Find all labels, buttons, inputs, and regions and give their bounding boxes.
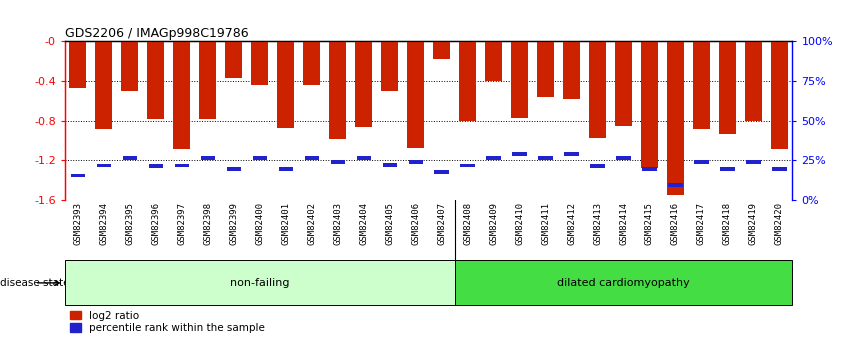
Text: GSM82401: GSM82401 bbox=[281, 202, 290, 245]
Text: GSM82410: GSM82410 bbox=[515, 202, 524, 245]
Bar bbox=[589, 41, 606, 138]
Bar bbox=[591, 164, 604, 168]
Bar bbox=[407, 41, 424, 148]
Bar bbox=[641, 41, 658, 168]
FancyBboxPatch shape bbox=[65, 260, 455, 305]
Bar bbox=[355, 41, 372, 127]
Bar bbox=[199, 41, 216, 119]
Text: non-failing: non-failing bbox=[230, 278, 289, 288]
Text: GSM82398: GSM82398 bbox=[204, 202, 212, 245]
Bar bbox=[97, 164, 111, 167]
Text: GSM82395: GSM82395 bbox=[126, 202, 134, 245]
Text: GSM82416: GSM82416 bbox=[671, 202, 680, 245]
Bar bbox=[487, 156, 501, 159]
Bar bbox=[147, 41, 165, 119]
Text: GSM82404: GSM82404 bbox=[359, 202, 368, 245]
Bar bbox=[669, 183, 682, 187]
Bar bbox=[721, 167, 734, 171]
Text: GSM82417: GSM82417 bbox=[697, 202, 706, 245]
Text: GSM82403: GSM82403 bbox=[333, 202, 342, 245]
Bar bbox=[279, 167, 293, 171]
Text: GSM82418: GSM82418 bbox=[723, 202, 732, 245]
Bar bbox=[539, 156, 553, 159]
Bar bbox=[615, 41, 632, 126]
Bar bbox=[277, 41, 294, 128]
Text: GSM82412: GSM82412 bbox=[567, 202, 576, 245]
Bar bbox=[433, 41, 450, 59]
Text: GSM82413: GSM82413 bbox=[593, 202, 602, 245]
Bar bbox=[69, 41, 87, 88]
Bar bbox=[511, 41, 528, 118]
Text: GDS2206 / IMAGp998C19786: GDS2206 / IMAGp998C19786 bbox=[65, 27, 249, 40]
Text: GSM82407: GSM82407 bbox=[437, 202, 446, 245]
Text: GSM82408: GSM82408 bbox=[463, 202, 472, 245]
Text: GSM82405: GSM82405 bbox=[385, 202, 394, 245]
Bar bbox=[149, 164, 163, 168]
Bar bbox=[461, 164, 475, 167]
Bar bbox=[71, 174, 85, 177]
Bar bbox=[305, 156, 319, 159]
Text: GSM82420: GSM82420 bbox=[775, 202, 784, 245]
FancyBboxPatch shape bbox=[455, 260, 792, 305]
Bar bbox=[121, 41, 139, 91]
Text: GSM82402: GSM82402 bbox=[307, 202, 316, 245]
Bar bbox=[771, 41, 788, 148]
Bar bbox=[409, 160, 423, 164]
Bar bbox=[563, 41, 580, 99]
Bar bbox=[303, 41, 320, 85]
Bar bbox=[719, 41, 736, 134]
Bar bbox=[95, 41, 113, 129]
Bar bbox=[746, 160, 760, 164]
Bar bbox=[227, 167, 241, 171]
Text: GSM82409: GSM82409 bbox=[489, 202, 498, 245]
Text: GSM82415: GSM82415 bbox=[645, 202, 654, 245]
Bar bbox=[617, 156, 630, 159]
Bar bbox=[485, 41, 502, 81]
Text: GSM82397: GSM82397 bbox=[178, 202, 186, 245]
Bar bbox=[772, 167, 786, 171]
Bar bbox=[459, 41, 476, 121]
Text: GSM82394: GSM82394 bbox=[100, 202, 108, 245]
Bar bbox=[745, 41, 762, 121]
Bar bbox=[565, 152, 578, 156]
Bar bbox=[695, 160, 708, 164]
Bar bbox=[537, 41, 554, 97]
Bar bbox=[383, 163, 397, 167]
Bar bbox=[357, 156, 371, 159]
Bar bbox=[123, 156, 137, 160]
Bar bbox=[225, 41, 242, 78]
Text: disease state: disease state bbox=[0, 278, 69, 288]
Bar bbox=[643, 167, 656, 171]
Text: GSM82414: GSM82414 bbox=[619, 202, 628, 245]
Text: GSM82396: GSM82396 bbox=[152, 202, 160, 245]
Bar bbox=[693, 41, 710, 129]
Bar bbox=[253, 156, 267, 160]
Bar bbox=[513, 152, 527, 156]
Text: GSM82393: GSM82393 bbox=[74, 202, 82, 245]
Legend: log2 ratio, percentile rank within the sample: log2 ratio, percentile rank within the s… bbox=[70, 310, 265, 333]
Text: GSM82419: GSM82419 bbox=[749, 202, 758, 245]
Text: GSM82411: GSM82411 bbox=[541, 202, 550, 245]
Bar bbox=[381, 41, 398, 91]
Bar bbox=[201, 156, 215, 159]
Text: GSM82399: GSM82399 bbox=[229, 202, 238, 245]
Bar bbox=[667, 41, 684, 195]
Bar bbox=[331, 160, 345, 164]
Bar bbox=[329, 41, 346, 139]
Text: GSM82406: GSM82406 bbox=[411, 202, 420, 245]
Bar bbox=[435, 170, 449, 174]
Bar bbox=[173, 41, 191, 148]
Text: GSM82400: GSM82400 bbox=[255, 202, 264, 245]
Bar bbox=[251, 41, 268, 85]
Text: dilated cardiomyopathy: dilated cardiomyopathy bbox=[557, 278, 690, 288]
Bar bbox=[175, 164, 189, 167]
